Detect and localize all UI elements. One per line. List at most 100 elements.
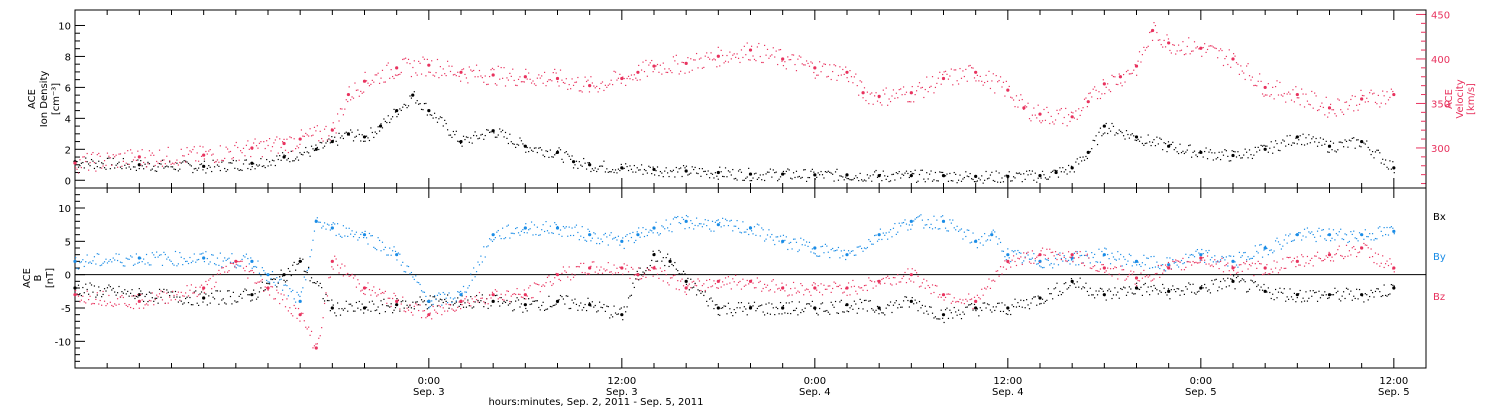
data-point-fuzz [495, 237, 496, 238]
data-point-fuzz [473, 135, 474, 136]
data-point-fuzz [197, 303, 198, 304]
data-point-fuzz [344, 109, 345, 110]
data-point-fuzz [406, 305, 407, 306]
data-point-fuzz [945, 71, 946, 72]
data-point-fuzz [925, 89, 926, 90]
data-point-fuzz [1081, 110, 1082, 111]
data-point-fuzz [857, 177, 858, 178]
data-point-fuzz [454, 134, 455, 135]
data-point-fuzz [105, 305, 106, 306]
data-point-fuzz [1243, 262, 1244, 263]
data-point-fuzz [713, 231, 714, 232]
data-point-fuzz [726, 55, 727, 56]
data-point-fuzz [1172, 142, 1173, 143]
data-point-fuzz [1368, 299, 1369, 300]
data-point [1054, 171, 1057, 174]
data-point-fuzz [638, 170, 639, 171]
data-point-fuzz [777, 308, 778, 309]
data-point-fuzz [406, 308, 407, 309]
data-point-fuzz [577, 266, 578, 267]
data-point-fuzz [805, 245, 806, 246]
data-point-fuzz [700, 223, 701, 224]
data-point-fuzz [356, 136, 357, 137]
data-point-fuzz [847, 77, 848, 78]
data-point-fuzz [855, 291, 856, 292]
data-point-fuzz [257, 282, 258, 283]
data-point-fuzz [250, 270, 251, 271]
data-point-fuzz [147, 304, 148, 305]
data-point-fuzz [1300, 290, 1301, 291]
data-point-fuzz [957, 226, 958, 227]
data-point-fuzz [1376, 263, 1377, 264]
data-point [1328, 253, 1331, 256]
data-point-fuzz [915, 94, 916, 95]
data-point-fuzz [819, 61, 820, 62]
data-point-fuzz [939, 318, 940, 319]
data-point-fuzz [405, 301, 406, 302]
data-point-fuzz [302, 259, 303, 260]
data-point-fuzz [1098, 132, 1099, 133]
data-point-fuzz [1016, 306, 1017, 307]
data-point-fuzz [1246, 291, 1247, 292]
data-point-fuzz [912, 297, 913, 298]
data-point-fuzz [903, 276, 904, 277]
data-point-fuzz [833, 250, 834, 251]
data-point-fuzz [162, 160, 163, 161]
data-point-fuzz [962, 299, 963, 300]
data-point-fuzz [104, 301, 105, 302]
data-point [652, 226, 655, 229]
data-point-fuzz [486, 129, 487, 130]
data-point-fuzz [1136, 75, 1137, 76]
data-point-fuzz [1271, 94, 1272, 95]
data-point [1199, 256, 1202, 259]
data-point-fuzz [794, 288, 795, 289]
data-point-fuzz [1305, 236, 1306, 237]
data-point [1167, 41, 1170, 44]
data-point-fuzz [676, 269, 677, 270]
data-point-fuzz [153, 301, 154, 302]
data-point-fuzz [962, 311, 963, 312]
data-point-fuzz [820, 171, 821, 172]
data-point-fuzz [489, 238, 490, 239]
data-point-fuzz [155, 165, 156, 166]
data-point-fuzz [1019, 172, 1020, 173]
data-point-fuzz [365, 294, 366, 295]
data-point-fuzz [1093, 140, 1094, 141]
data-point-fuzz [163, 168, 164, 169]
data-point-fuzz [644, 71, 645, 72]
data-point-fuzz [453, 131, 454, 132]
data-point-fuzz [768, 58, 769, 59]
data-point-fuzz [820, 71, 821, 72]
data-point-fuzz [294, 138, 295, 139]
data-point-fuzz [569, 84, 570, 85]
data-point-fuzz [1220, 159, 1221, 160]
data-point-fuzz [1317, 231, 1318, 232]
data-point-fuzz [929, 87, 930, 88]
data-point-fuzz [1156, 273, 1157, 274]
data-point-fuzz [1100, 128, 1101, 129]
data-point-fuzz [1007, 248, 1008, 249]
data-point-fuzz [502, 228, 503, 229]
data-point-fuzz [635, 240, 636, 241]
data-point-fuzz [1054, 170, 1055, 171]
data-point-fuzz [1385, 263, 1386, 264]
data-point-fuzz [1143, 270, 1144, 271]
data-point-fuzz [168, 292, 169, 293]
data-point-fuzz [1027, 304, 1028, 305]
data-point-fuzz [1310, 142, 1311, 143]
data-point-fuzz [1246, 261, 1247, 262]
data-point-fuzz [1359, 251, 1360, 252]
data-point-fuzz [1149, 141, 1150, 142]
data-point-fuzz [163, 252, 164, 253]
data-point-fuzz [794, 64, 795, 65]
data-point-fuzz [1022, 181, 1023, 182]
data-point-fuzz [1120, 266, 1121, 267]
data-point-fuzz [81, 261, 82, 262]
data-point-fuzz [899, 281, 900, 282]
data-point-fuzz [884, 314, 885, 315]
data-point-fuzz [1216, 261, 1217, 262]
data-point-fuzz [975, 181, 976, 182]
data-point-fuzz [424, 310, 425, 311]
data-point-fuzz [873, 288, 874, 289]
data-point-fuzz [583, 158, 584, 159]
